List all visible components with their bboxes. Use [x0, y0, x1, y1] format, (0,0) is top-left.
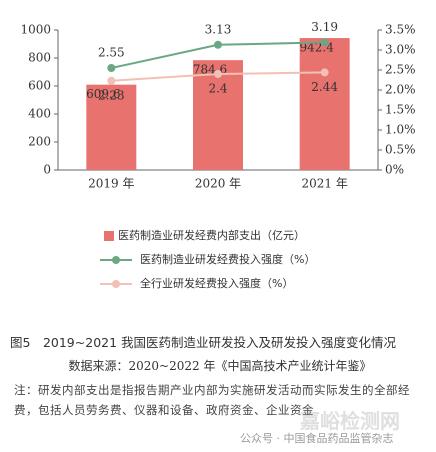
watermark: 公众号 · 中国食品药品监管杂志 — [240, 432, 394, 445]
point — [320, 68, 329, 77]
legend-label: 全行业研发经费投入强度（%） — [140, 276, 293, 290]
point — [107, 76, 116, 85]
y2-tick-label: 2.0% — [385, 83, 416, 97]
y-tick-label: 1000 — [20, 23, 51, 37]
point-label: 3.13 — [205, 22, 232, 36]
y2-tick-label: 3.0% — [385, 43, 416, 57]
point-label: 2.55 — [98, 46, 125, 60]
y2-tick-label: 0.5% — [385, 143, 416, 157]
point — [107, 64, 116, 72]
note: 注：研发内部支出是指报告期产业内部为实施研发活动而实际发生的全部经费，包括人员劳… — [14, 383, 410, 417]
chart: 0 200 400 600 800 1000 0% 0.5% 1.0% 1.5% 2.0% 2.5% 3… — [20, 20, 416, 290]
caption: 图5 2019~2021 我国医药制造业研发投入及研发投入强度变化情况 — [10, 335, 397, 350]
legend-label: 医药制造业研发经费投入强度（%） — [140, 252, 315, 266]
point — [214, 70, 222, 78]
y2-tick-label: 2.5% — [385, 63, 416, 77]
legend-swatch — [104, 231, 114, 241]
point-label: 2.4 — [208, 82, 227, 96]
x-tick-label: 2019 年 — [88, 177, 134, 191]
bar — [193, 60, 243, 170]
point — [320, 38, 329, 47]
x-tick-label: 2021 年 — [301, 177, 347, 191]
y2-tick-label: 1.5% — [385, 103, 416, 117]
x-tick-label: 2020 年 — [195, 177, 241, 191]
y2-tick-label: 3.5% — [385, 23, 416, 37]
bar-label: 609.6 — [86, 87, 120, 101]
legend-marker — [112, 256, 120, 264]
y-tick-label: 800 — [28, 51, 51, 65]
source: 数据来源：2020~2022 年《中国高技术产业统计年鉴》 — [68, 359, 372, 373]
y-tick-label: 600 — [28, 79, 51, 93]
point-label: 2.23 — [98, 88, 125, 102]
y-tick-label: 400 — [28, 107, 51, 121]
point — [214, 40, 222, 49]
y2-tick-label: 0% — [385, 163, 404, 177]
y-tick-label: 200 — [28, 135, 51, 149]
bar — [86, 84, 137, 170]
bar — [299, 38, 350, 171]
point-label: 2.44 — [311, 80, 338, 94]
legend-marker — [112, 280, 120, 288]
y2-tick-label: 1.0% — [385, 123, 416, 137]
legend-label: 医药制造业研发经费内部支出（亿元） — [118, 228, 305, 242]
watermark-site: 嘉峪检测网 — [300, 409, 400, 433]
point-label: 3.19 — [311, 20, 338, 34]
y-tick-label: 0 — [43, 163, 51, 177]
